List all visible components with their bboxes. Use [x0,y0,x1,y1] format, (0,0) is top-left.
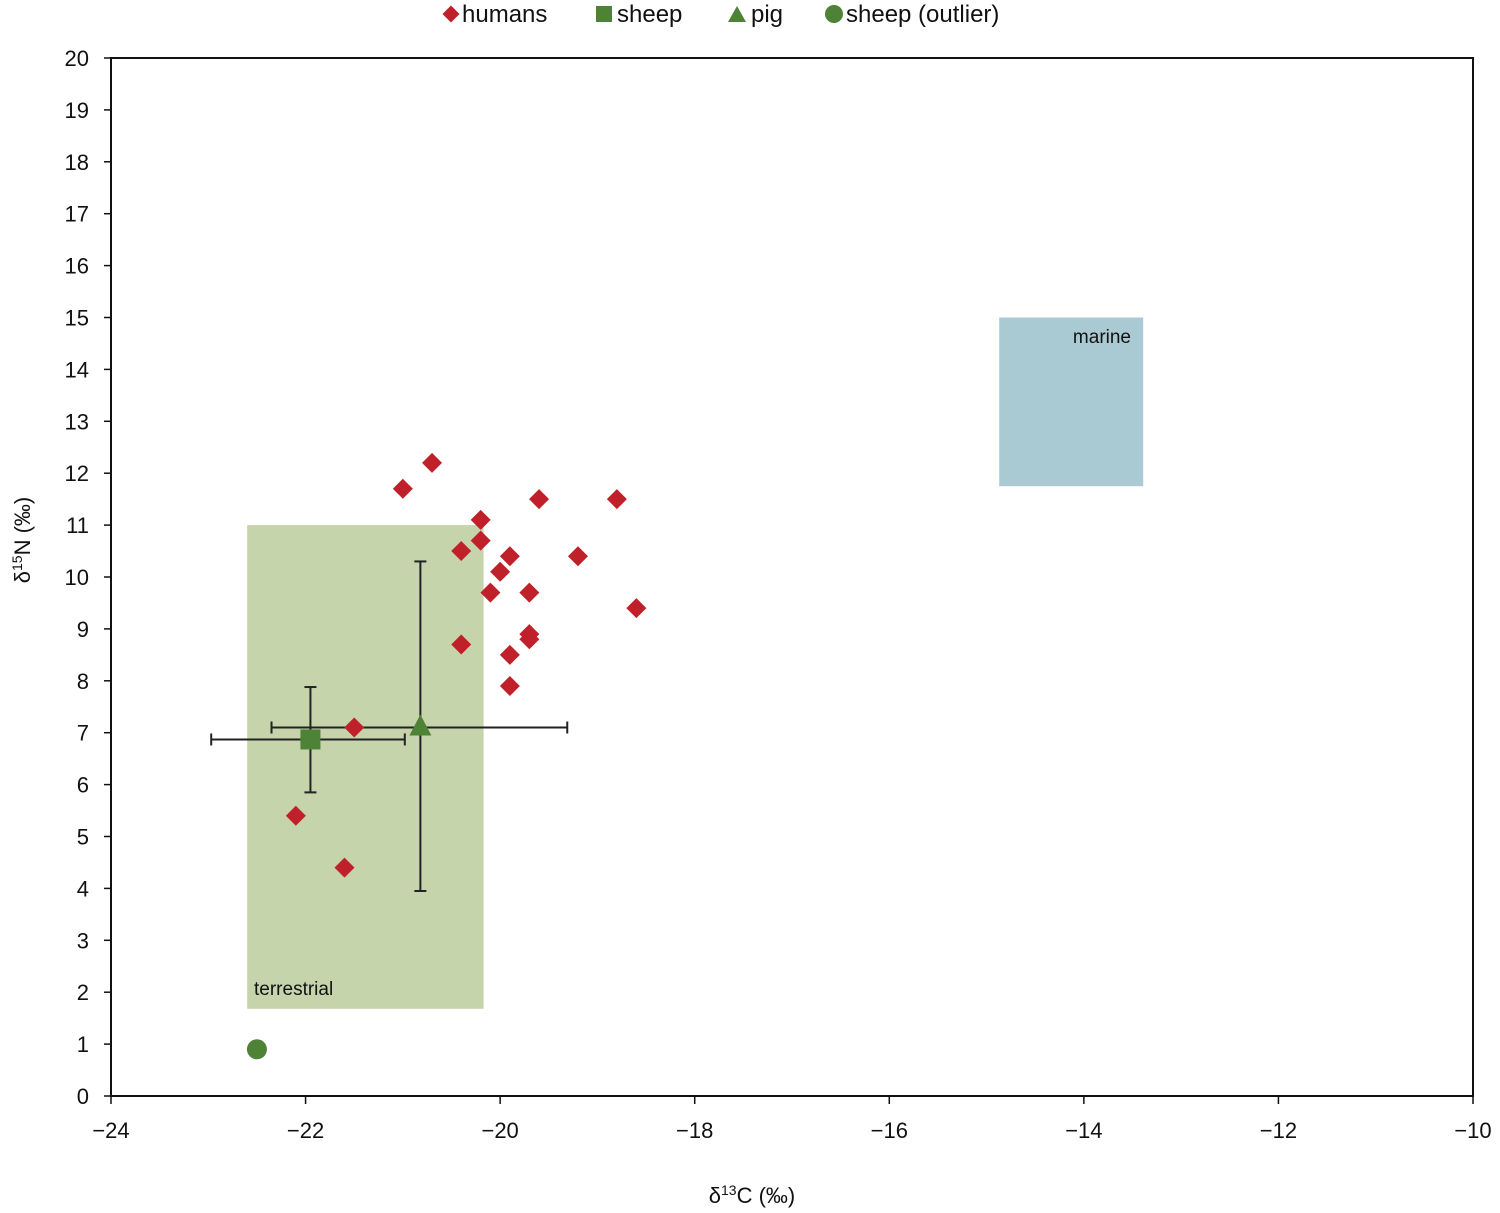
pig-data-point [409,714,432,736]
legend-label-sheep: sheep [617,1,682,28]
y-tick-label: 16 [65,254,89,279]
y-tick-label: 7 [77,721,89,746]
y-tick-label: 20 [65,46,89,71]
legend-label-pig: pig [751,1,783,28]
legend-label-sheep-outlier: sheep (outlier) [846,1,999,28]
marine-label: marine [1073,327,1131,348]
y-tick-label: 9 [77,617,89,642]
legend-item-sheep-outlier: sheep (outlier) [825,1,999,28]
terrestrial-label: terrestrial [254,979,333,1000]
human-data-point [519,582,540,603]
circle-marker-icon [825,5,843,23]
y-tick-label: 1 [77,1032,89,1057]
x-axis: −24 −22 −20 −18 −16 −14 −12 −10 [92,1096,1492,1143]
human-data-point [451,541,472,562]
y-tick-label: 0 [77,1084,89,1109]
y-tick-label: 11 [66,513,89,538]
x-tick-label: −18 [676,1118,713,1143]
x-tick-label: −10 [1454,1118,1491,1143]
legend-item-humans: humans [442,1,547,28]
x-tick-label: −20 [481,1118,518,1143]
x-tick-label: −24 [92,1118,129,1143]
data-points [246,452,647,1060]
y-tick-label: 5 [77,825,89,850]
y-axis-title: δ15N (‰) [9,497,35,583]
sheep-outlier-data-point [246,1039,267,1060]
x-tick-label: −22 [287,1118,324,1143]
regions: terrestrial marine [247,317,1144,1009]
y-tick-label: 3 [77,928,89,953]
y-tick-label: 6 [77,773,89,798]
square-marker-icon [596,6,612,22]
human-data-point [392,478,413,499]
x-axis-title: δ13C (‰) [709,1182,795,1208]
y-tick-label: 15 [65,306,89,331]
y-tick-label: 18 [65,150,89,175]
legend: humans sheep pig sheep (outlier) [442,1,999,28]
terrestrial-region [247,525,484,1009]
x-tick-label: −12 [1260,1118,1297,1143]
triangle-marker-icon [728,6,746,22]
y-tick-label: 4 [77,876,89,901]
y-tick-label: 19 [65,98,89,123]
human-data-point [422,452,443,473]
human-data-point [519,629,540,650]
y-tick-label: 17 [65,202,89,227]
human-data-point [480,582,501,603]
y-tick-label: 14 [65,357,89,382]
human-data-point [334,857,355,878]
human-data-point [626,598,647,619]
human-data-point [285,805,306,826]
y-tick-label: 2 [77,980,89,1005]
y-tick-label: 10 [65,565,89,590]
human-data-point [499,644,520,665]
y-tick-label: 12 [65,461,89,486]
human-data-point [529,489,550,510]
legend-label-humans: humans [462,1,547,28]
x-tick-label: −16 [871,1118,908,1143]
human-data-point [344,717,365,738]
human-data-point [470,530,491,551]
legend-item-pig: pig [728,1,783,28]
human-data-point [606,489,627,510]
y-tick-label: 8 [77,669,89,694]
human-data-point [451,634,472,655]
human-data-point [490,561,511,582]
y-tick-label: 13 [65,409,89,434]
marine-region [999,317,1144,487]
human-data-point [567,546,588,567]
x-tick-label: −14 [1065,1118,1102,1143]
human-data-point [499,675,520,696]
human-data-point [499,546,520,567]
human-data-point [470,509,491,530]
sheep-data-point [300,729,321,750]
diamond-marker-icon [442,5,460,23]
legend-item-sheep: sheep [596,1,682,28]
